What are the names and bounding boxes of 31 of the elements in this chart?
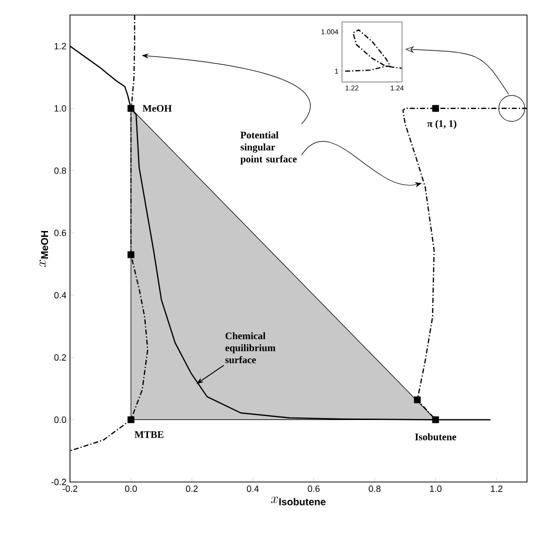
y-tick-label: 0.4	[54, 292, 66, 298]
x-axis-title: $x_{\mathbf{Isobutene}}$	[271, 496, 326, 506]
point	[414, 396, 421, 404]
point	[128, 104, 134, 112]
x-tick-label: 0.8	[368, 486, 381, 492]
annotation: Potential singular point surface	[240, 131, 297, 164]
y-axis-title: $x_{\mathbf{MeOH}}$	[39, 230, 48, 267]
y-tick-label: 1.0	[54, 105, 66, 112]
y-tick-label: 0.6	[54, 230, 66, 236]
y-tick-label: 0.8	[54, 167, 66, 174]
annotation: Chemical equilibrium surface	[225, 332, 276, 364]
point	[128, 416, 134, 424]
x-tick-label: -0.2	[62, 486, 78, 492]
point	[128, 251, 134, 258]
x-tick-label: 0.2	[186, 486, 198, 492]
x-tick-label: 0.6	[308, 486, 320, 492]
x-tick-label: 0.0	[125, 486, 137, 492]
x-tick-label: 1.0	[430, 486, 442, 492]
point	[432, 104, 440, 112]
x-tick-label: 0.4	[246, 486, 259, 492]
y-tick-label: 1.2	[54, 42, 66, 50]
annotation: MTBE	[134, 431, 164, 438]
annotation: π (1, 1)	[427, 120, 456, 129]
annotation: MeOH	[142, 105, 172, 112]
y-tick-label: 0.2	[54, 354, 66, 361]
x-tick-label: 1.2	[490, 486, 502, 492]
annotation: Isobutene	[415, 433, 456, 440]
y-tick-label: -0.2	[51, 478, 66, 486]
y-tick-label: 0.0	[54, 416, 66, 423]
point	[432, 416, 440, 424]
point	[498, 95, 526, 122]
